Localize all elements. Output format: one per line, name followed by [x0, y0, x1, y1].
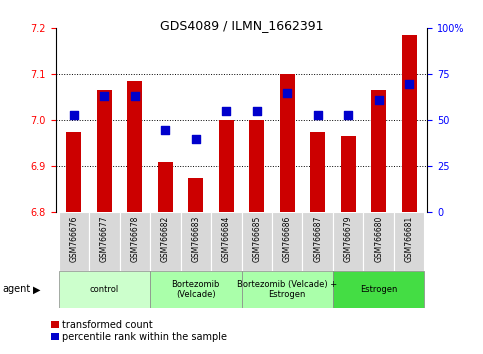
Point — [161, 127, 169, 132]
Point — [131, 93, 139, 99]
Point — [314, 112, 322, 118]
Text: Estrogen: Estrogen — [360, 285, 398, 294]
Text: GSM766686: GSM766686 — [283, 215, 292, 262]
Text: GSM766684: GSM766684 — [222, 215, 231, 262]
Bar — [127, 81, 142, 212]
Text: GSM766680: GSM766680 — [374, 215, 383, 262]
Text: Bortezomib (Velcade) +
Estrogen: Bortezomib (Velcade) + Estrogen — [237, 280, 337, 299]
Bar — [371, 91, 386, 212]
Point — [222, 108, 230, 114]
Bar — [89, 212, 120, 271]
Text: ▶: ▶ — [33, 284, 41, 295]
Point — [70, 112, 78, 118]
Bar — [333, 212, 363, 271]
Point — [192, 136, 199, 142]
Bar — [302, 212, 333, 271]
Text: GSM766681: GSM766681 — [405, 215, 413, 262]
Text: GSM766679: GSM766679 — [344, 215, 353, 262]
Point — [405, 81, 413, 86]
Point — [253, 108, 261, 114]
Bar — [242, 271, 333, 308]
Text: GSM766683: GSM766683 — [191, 215, 200, 262]
Bar — [401, 35, 417, 212]
Bar — [188, 178, 203, 212]
Legend: transformed count, percentile rank within the sample: transformed count, percentile rank withi… — [51, 320, 227, 342]
Text: control: control — [90, 285, 119, 294]
Bar — [280, 74, 295, 212]
Bar — [272, 212, 302, 271]
Bar — [58, 212, 89, 271]
Bar — [341, 137, 356, 212]
Text: GSM766685: GSM766685 — [252, 215, 261, 262]
Bar — [211, 212, 242, 271]
Bar — [333, 271, 425, 308]
Bar — [242, 212, 272, 271]
Bar — [249, 120, 264, 212]
Bar — [150, 212, 181, 271]
Point — [100, 93, 108, 99]
Point — [375, 97, 383, 103]
Bar — [394, 212, 425, 271]
Bar — [363, 212, 394, 271]
Text: GSM766687: GSM766687 — [313, 215, 322, 262]
Point — [344, 112, 352, 118]
Text: Bortezomib
(Velcade): Bortezomib (Velcade) — [171, 280, 220, 299]
Bar — [150, 271, 242, 308]
Text: GSM766677: GSM766677 — [100, 215, 109, 262]
Bar — [66, 132, 82, 212]
Bar — [181, 212, 211, 271]
Bar — [310, 132, 326, 212]
Point — [284, 90, 291, 96]
Text: agent: agent — [2, 284, 30, 295]
Text: GDS4089 / ILMN_1662391: GDS4089 / ILMN_1662391 — [160, 19, 323, 33]
Text: GSM766676: GSM766676 — [70, 215, 78, 262]
Text: GSM766682: GSM766682 — [161, 215, 170, 262]
Bar — [219, 120, 234, 212]
Text: GSM766678: GSM766678 — [130, 215, 139, 262]
Bar — [120, 212, 150, 271]
Bar — [157, 162, 173, 212]
Bar — [97, 91, 112, 212]
Bar — [58, 271, 150, 308]
